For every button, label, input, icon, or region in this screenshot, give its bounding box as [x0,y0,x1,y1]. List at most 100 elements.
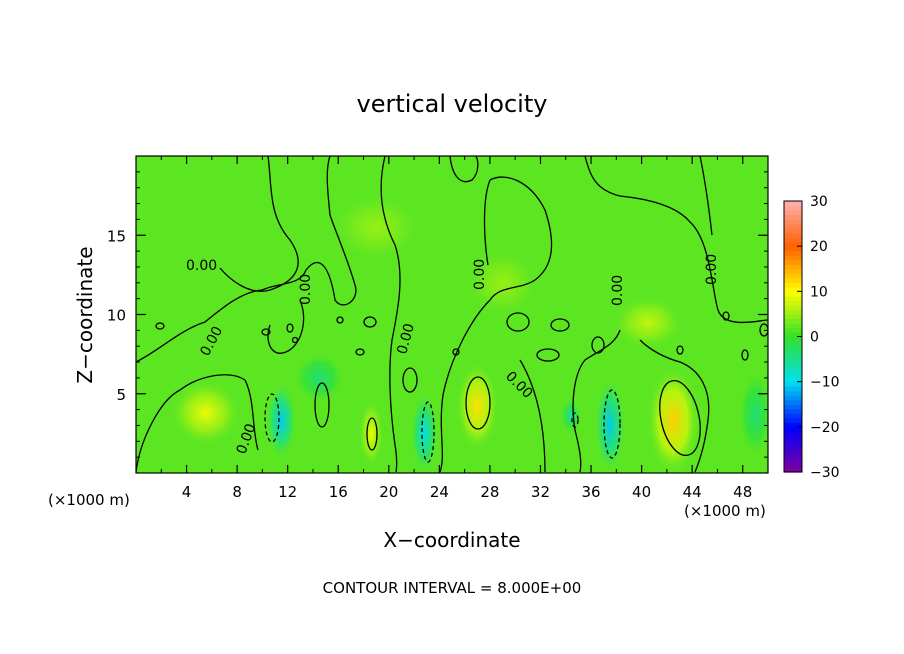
colorbar-swatch [784,435,802,441]
zero-contour [449,156,479,183]
positive-contour [366,417,378,451]
zero-contour [267,299,305,354]
y-tick-label: 10 [107,307,126,325]
colorbar-swatch [784,377,802,383]
colorbar-swatch [784,273,802,279]
colorbar-tick-label: −20 [810,420,840,436]
colorbar-tick-label: 20 [810,239,828,255]
negative-contour [571,412,579,428]
zero-contour [363,316,377,328]
colorbar-swatch [784,214,802,220]
contour-label: 0.00 [186,258,217,274]
velocity-cell [560,398,582,434]
zero-contour [591,336,605,354]
colorbar-swatch [784,205,802,211]
zero-contour [439,176,553,473]
colorbar-swatch [784,223,802,229]
colorbar-swatch [784,359,802,365]
colorbar-swatch [784,458,802,464]
colorbar-swatch [784,282,802,288]
positive-contour [465,376,491,430]
colorbar-swatch [784,264,802,270]
colorbar-swatch [784,449,802,455]
colorbar-swatch [784,399,802,405]
y-axis: 5 10 15 [107,171,768,458]
zero-contour [380,156,401,473]
zero-contour [314,382,330,428]
colorbar-swatch [784,313,802,320]
colorbar-swatch [784,228,802,234]
x-tick-label: 28 [480,483,499,501]
x-axis: 4 8 12 16 20 24 28 32 36 40 44 48 [160,156,752,501]
zero-contour [536,348,560,362]
colorbar-swatch [784,219,802,225]
negative-contour [421,401,435,463]
negative-contour [603,389,621,459]
contour-label: 0.00 [472,259,488,290]
velocity-cell [170,379,241,447]
colorbar-swatch [784,404,802,410]
y-tick-label: 5 [116,386,126,404]
colorbar-swatch [784,201,802,207]
colorbar-swatch [784,246,802,252]
velocity-cell [646,365,700,473]
colorbar-swatch [784,268,802,274]
colorbar-swatch [784,390,802,396]
colorbar-swatch [784,259,802,265]
zero-contour [699,156,713,236]
colorbar-swatch [784,255,802,261]
x-tick-label: 12 [278,483,297,501]
x-tick-label: 32 [531,483,550,501]
contour-label: 0.00 [704,254,720,285]
colorbar-swatch [784,277,802,283]
zero-contour [291,336,299,344]
x-unit-right: (×1000 m) [684,502,766,520]
positive-contour [659,379,701,457]
contour-label: 0.00 [394,322,418,356]
colorbar-swatch [784,345,802,351]
colorbar-swatch [784,286,802,292]
colorbar-swatch [784,431,802,437]
colorbar-swatch [784,241,802,247]
colorbar-swatch [784,453,802,460]
x-tick-label: 40 [632,483,651,501]
colorbar-swatch [784,386,802,392]
colorbar-swatch [784,341,802,347]
zero-contour [676,345,684,355]
colorbar-swatch [784,237,802,243]
colorbar-tick-label: 10 [810,284,828,300]
colorbar-swatch [784,318,802,324]
colorbar-swatch [784,250,802,256]
colorbar-swatch [784,395,802,401]
velocity-cell [410,391,439,473]
zero-contour [136,156,357,363]
velocity-cell [265,380,298,461]
x-tick-label: 20 [379,483,398,501]
colorbar-swatch [784,322,802,329]
velocity-cell [358,400,384,467]
colorbar-swatch [784,331,802,338]
zero-contour [584,156,768,324]
negative-contour [264,393,280,443]
colorbar-swatch [784,444,802,451]
colorbar-swatch [784,426,802,432]
zero-contour [506,312,530,332]
velocity-cell [467,249,538,317]
colorbar-swatch [784,417,802,423]
velocity-cell [456,362,499,451]
zero-contour [355,348,365,356]
x-tick-label: 8 [232,483,242,501]
colorbar-swatch [784,372,802,378]
colorbar-swatch [784,300,802,306]
x-tick-label: 16 [329,483,348,501]
colorbar-tick-label: 30 [810,194,828,210]
colorbar-tick-label: −30 [810,465,840,481]
x-tick-label: 24 [430,483,449,501]
zero-contour [759,323,768,337]
zero-contour [452,348,460,356]
colorbar: 30 20 10 0 −10 −20 −30 [783,194,840,481]
zero-contour [483,179,491,266]
colorbar-swatch [784,422,802,428]
x-tick-label: 36 [581,483,600,501]
